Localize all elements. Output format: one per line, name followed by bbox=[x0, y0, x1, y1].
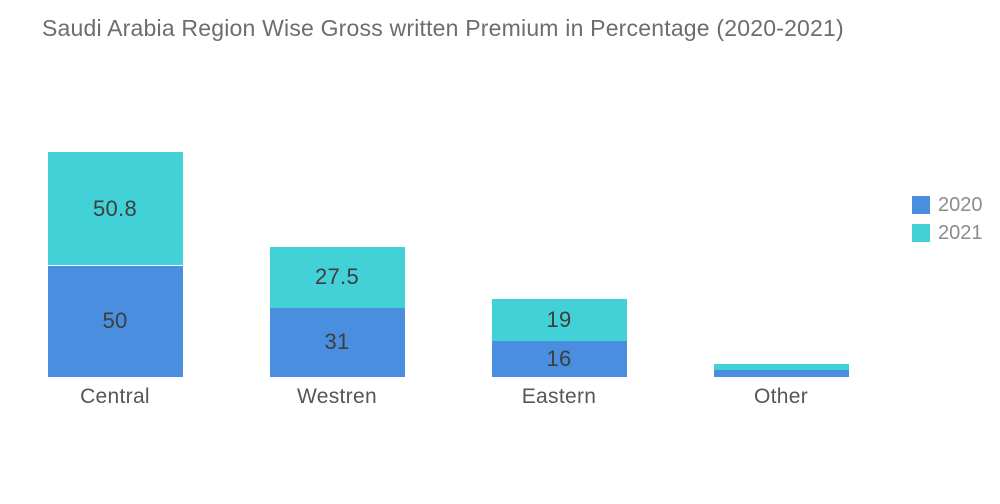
bar-value-label: 31 bbox=[324, 329, 350, 355]
legend-item-2020: 2020 bbox=[912, 194, 983, 216]
bar-segment-2021-other bbox=[713, 364, 849, 371]
chart-title: Saudi Arabia Region Wise Gross written P… bbox=[42, 15, 844, 41]
bar-segment-2020-westren: 31 bbox=[269, 307, 405, 377]
bar-segment-2021-central: 50.8 bbox=[47, 152, 183, 266]
bar-value-label: 19 bbox=[546, 307, 572, 333]
category-label-westren: Westren bbox=[297, 385, 377, 408]
bar-value-label: 16 bbox=[546, 346, 572, 372]
chart-legend: 2020 2021 bbox=[912, 194, 983, 244]
category-label-central: Central bbox=[80, 385, 150, 408]
category-label-eastern: Eastern bbox=[521, 385, 597, 408]
legend-label: 2021 bbox=[938, 222, 983, 244]
bar-segment-2021-eastern: 19 bbox=[491, 298, 627, 342]
category-label-other: Other bbox=[753, 385, 809, 408]
legend-label: 2020 bbox=[938, 194, 983, 216]
bar-segment-2020-central: 50 bbox=[47, 265, 183, 377]
legend-swatch-icon bbox=[912, 224, 930, 242]
bar-value-label: 27.5 bbox=[314, 264, 360, 290]
bar-segment-2021-westren: 27.5 bbox=[269, 246, 405, 308]
bar-value-label: 50.8 bbox=[92, 195, 138, 221]
legend-swatch-icon bbox=[912, 196, 930, 214]
legend-item-2021: 2021 bbox=[912, 222, 983, 244]
bar-segment-2020-eastern: 16 bbox=[491, 341, 627, 377]
bar-value-label: 50 bbox=[102, 308, 128, 334]
bar-segment-2020-other bbox=[713, 370, 849, 377]
